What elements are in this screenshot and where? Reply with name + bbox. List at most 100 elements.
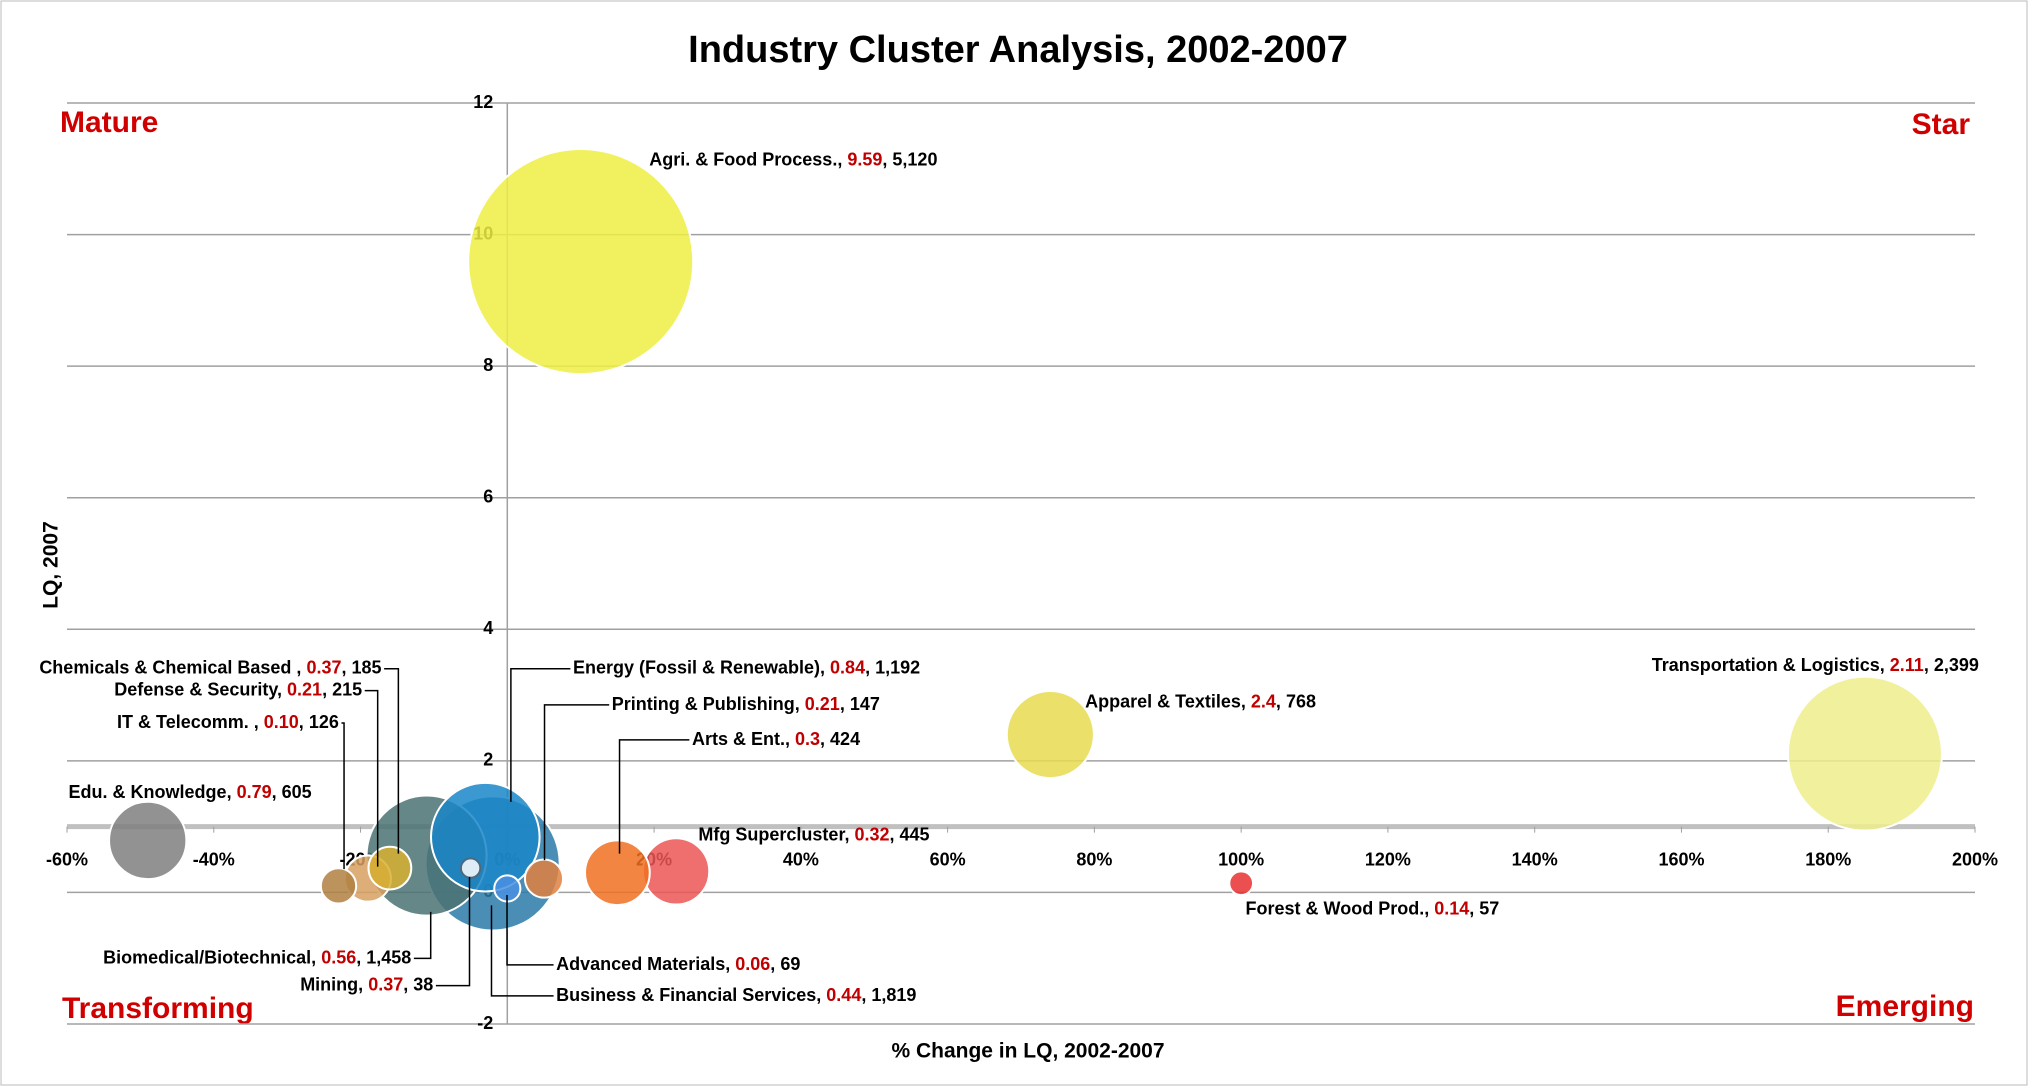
label-size: 38 [413, 974, 433, 994]
label-sep: , [816, 985, 826, 1005]
label-name: Biomedical/Biotechnical [103, 947, 311, 967]
label-sep: , [311, 947, 321, 967]
bubble [319, 867, 358, 905]
label-sep: , [1241, 691, 1251, 711]
label-name: Mfg Supercluster [698, 824, 845, 844]
label-size: 126 [309, 712, 339, 732]
x-tick-label: 160% [1658, 849, 1704, 869]
y-tick-label: 4 [483, 618, 493, 638]
label-size: 1,819 [871, 985, 916, 1005]
bubble [584, 839, 651, 907]
data-label: Mfg Supercluster, 0.32, 445 [698, 824, 929, 844]
label-value: 0.21 [805, 694, 840, 714]
quadrant-label: Emerging [1836, 990, 1974, 1023]
label-value: 2.4 [1251, 691, 1276, 711]
x-tick-label: 180% [1805, 849, 1851, 869]
y-tick-label: 12 [473, 92, 493, 112]
leader-line [435, 876, 471, 987]
bubble [1786, 675, 1943, 832]
label-name: Energy (Fossil & Renewable) [573, 657, 820, 677]
label-name: Arts & Ent. [692, 729, 785, 749]
label-sep: , [861, 985, 871, 1005]
label-sep: , [1924, 655, 1934, 675]
label-name: Edu. & Knowledge [69, 782, 227, 802]
data-label: Transportation & Logistics, 2.11, 2,399 [1652, 655, 1979, 675]
label-sep: , [1880, 655, 1890, 675]
label-value: 0.79 [237, 782, 272, 802]
data-label: Agri. & Food Process., 9.59, 5,120 [649, 149, 937, 169]
label-sep: , [820, 729, 830, 749]
label-name: Mining [300, 974, 358, 994]
bubble [459, 857, 482, 879]
label-sep: , [785, 729, 795, 749]
bubble [467, 148, 695, 376]
label-size: 424 [830, 729, 860, 749]
x-tick-label: 200% [1952, 849, 1998, 869]
quadrant-label: Transforming [62, 992, 254, 1025]
label-sep: , [795, 694, 805, 714]
label-name: Transportation & Logistics [1652, 655, 1880, 675]
data-label: IT & Telecomm. , 0.10, 126 [117, 712, 339, 732]
y-axis-title: LQ, 2007 [40, 521, 63, 609]
x-tick-label: -60% [46, 849, 88, 869]
x-tick-label: 40% [783, 849, 819, 869]
leader-line [543, 704, 610, 861]
x-tick-label: -40% [193, 849, 235, 869]
label-value: 9.59 [847, 149, 882, 169]
label-sep: , [272, 782, 282, 802]
label-sep: , [725, 954, 735, 974]
label-value: 0.14 [1434, 898, 1469, 918]
quadrant-label: Star [1912, 108, 1971, 141]
label-sep: , [890, 824, 900, 844]
label-name: Advanced Materials [556, 954, 725, 974]
data-label: Energy (Fossil & Renewable), 0.84, 1,192 [573, 657, 920, 677]
label-sep: , [820, 657, 830, 677]
quadrant-label: Mature [60, 106, 158, 139]
label-sep: , [770, 954, 780, 974]
y-tick-label: 6 [483, 486, 493, 506]
label-name: Printing & Publishing [612, 694, 795, 714]
leader-line [364, 689, 379, 867]
leader-line [506, 895, 554, 966]
data-label: Advanced Materials, 0.06, 69 [556, 954, 800, 974]
label-sep: , [227, 782, 237, 802]
data-label: Defense & Security, 0.21, 215 [114, 679, 362, 699]
label-size: 215 [332, 679, 362, 699]
x-axis-title: % Change in LQ, 2002-2007 [891, 1040, 1164, 1063]
leader-line [510, 667, 571, 802]
label-size: 185 [352, 657, 382, 677]
label-size: 147 [850, 694, 880, 714]
label-sep: , [254, 712, 264, 732]
label-value: 0.37 [306, 657, 341, 677]
bubble [641, 837, 711, 906]
label-sep: , [865, 657, 875, 677]
y-tick-label: 8 [483, 355, 493, 375]
label-sep: , [1424, 898, 1434, 918]
x-tick-label: 60% [930, 849, 966, 869]
label-value: 0.32 [854, 824, 889, 844]
bubble [523, 858, 565, 899]
label-value: 0.44 [826, 985, 861, 1005]
x-tick-label: 120% [1365, 849, 1411, 869]
leader-line [490, 905, 554, 997]
label-value: 0.3 [795, 729, 820, 749]
label-name: Forest & Wood Prod. [1246, 898, 1425, 918]
y-tick-label: -2 [477, 1013, 493, 1033]
bubble [1228, 870, 1255, 897]
label-size: 1,458 [366, 947, 411, 967]
data-label: Chemicals & Chemical Based , 0.37, 185 [39, 657, 381, 677]
label-value: 0.37 [368, 974, 403, 994]
label-sep: , [356, 947, 366, 967]
leader-line [413, 911, 432, 960]
label-sep: , [882, 149, 892, 169]
label-sep: , [299, 712, 309, 732]
label-sep: , [1276, 691, 1286, 711]
label-name: Business & Financial Services [556, 985, 816, 1005]
data-label: Edu. & Knowledge, 0.79, 605 [69, 782, 312, 802]
label-sep: , [358, 974, 368, 994]
label-size: 2,399 [1934, 655, 1979, 675]
label-size: 69 [780, 954, 800, 974]
label-value: 0.84 [830, 657, 865, 677]
label-name: Agri. & Food Process. [649, 149, 837, 169]
